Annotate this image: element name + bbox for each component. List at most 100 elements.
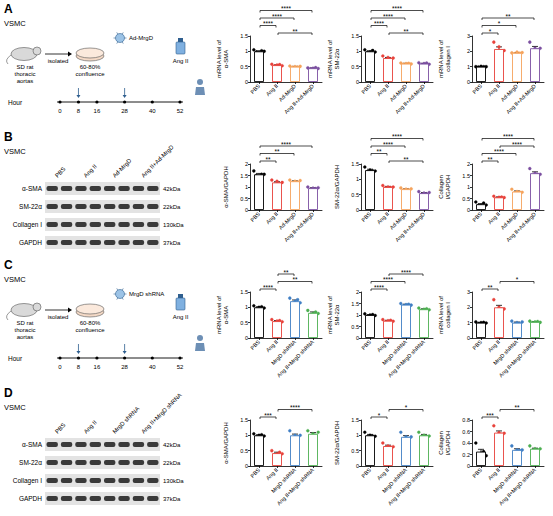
svg-text:**: ** — [292, 28, 298, 35]
svg-text:****: **** — [383, 141, 394, 148]
svg-text:**: ** — [292, 276, 298, 283]
svg-text:PBS: PBS — [249, 467, 261, 479]
svg-text:***: *** — [264, 412, 272, 419]
svg-text:SD rat: SD rat — [16, 64, 33, 70]
svg-text:0.5: 0.5 — [462, 196, 470, 202]
svg-text:0.8: 0.8 — [462, 417, 470, 423]
svg-text:130kDa: 130kDa — [163, 222, 184, 228]
svg-text:52: 52 — [177, 364, 184, 370]
svg-text:****: **** — [383, 276, 394, 283]
svg-text:mRNA level of: mRNA level of — [327, 296, 333, 334]
svg-text:*: * — [378, 412, 381, 419]
svg-text:Ang II: Ang II — [376, 339, 391, 354]
svg-text:16: 16 — [94, 364, 101, 370]
svg-text:PBS: PBS — [249, 211, 261, 223]
svg-text:3: 3 — [467, 289, 470, 295]
svg-text:aortas: aortas — [17, 334, 34, 340]
svg-text:1.5: 1.5 — [240, 33, 248, 39]
svg-text:**: ** — [274, 148, 280, 155]
svg-text:Ang II+Ad-MrgD: Ang II+Ad-MrgD — [283, 83, 315, 115]
svg-text:0: 0 — [467, 207, 470, 213]
svg-text:Ang II+MrgD shRNA: Ang II+MrgD shRNA — [276, 339, 316, 379]
svg-text:α-SMA: α-SMA — [223, 306, 229, 324]
svg-text:PBS: PBS — [249, 83, 261, 95]
svg-text:1: 1 — [245, 432, 248, 438]
svg-text:0.5: 0.5 — [240, 320, 248, 326]
svg-text:D: D — [4, 386, 13, 400]
svg-text:Hour: Hour — [8, 355, 23, 362]
svg-text:60-80%: 60-80% — [80, 64, 101, 70]
svg-text:42kDa: 42kDa — [163, 442, 181, 448]
svg-text:****: **** — [281, 5, 292, 12]
svg-text:α-SMA: α-SMA — [22, 441, 43, 448]
svg-text:MrgD shRNA: MrgD shRNA — [129, 291, 164, 297]
svg-text:0: 0 — [245, 463, 248, 469]
svg-text:PBS: PBS — [54, 166, 67, 179]
svg-text:8: 8 — [77, 364, 81, 370]
svg-text:1: 1 — [356, 48, 359, 54]
svg-text:**: ** — [403, 28, 409, 35]
svg-text:B: B — [4, 130, 13, 144]
svg-text:**: ** — [403, 156, 409, 163]
svg-text:Ang II: Ang II — [265, 83, 280, 98]
svg-text:1.5: 1.5 — [240, 289, 248, 295]
svg-text:**: ** — [514, 404, 520, 411]
svg-text:SD rat: SD rat — [16, 320, 33, 326]
svg-text:Ang II: Ang II — [83, 419, 99, 435]
svg-text:Ang II+Ad-MrgD: Ang II+Ad-MrgD — [505, 211, 537, 243]
svg-text:α-SMA/GAPDH: α-SMA/GAPDH — [223, 166, 229, 207]
svg-text:SM-22α: SM-22α — [334, 304, 340, 326]
svg-text:**: ** — [487, 156, 493, 163]
svg-text:42kDa: 42kDa — [163, 186, 181, 192]
svg-text:Collagen: Collagen — [438, 431, 444, 455]
svg-text:*: * — [498, 20, 501, 27]
svg-text:2: 2 — [356, 289, 359, 295]
svg-text:1.5: 1.5 — [351, 161, 359, 167]
svg-text:1.5: 1.5 — [240, 417, 248, 423]
svg-text:2: 2 — [467, 304, 470, 310]
svg-text:**: ** — [376, 148, 382, 155]
svg-text:confluence: confluence — [75, 71, 105, 77]
svg-text:Collagen I: Collagen I — [13, 221, 42, 229]
svg-text:1: 1 — [467, 64, 470, 70]
svg-text:****: **** — [374, 284, 385, 291]
svg-text:37kDa: 37kDa — [163, 240, 181, 246]
svg-text:1.5: 1.5 — [351, 417, 359, 423]
svg-text:0: 0 — [467, 463, 470, 469]
svg-text:C: C — [4, 258, 13, 272]
svg-text:0.5: 0.5 — [351, 64, 359, 70]
svg-text:2: 2 — [467, 161, 470, 167]
svg-text:mRNA level of: mRNA level of — [216, 40, 222, 78]
svg-text:****: **** — [383, 13, 394, 20]
svg-text:28: 28 — [121, 108, 128, 114]
svg-text:1: 1 — [245, 184, 248, 190]
svg-text:isolated: isolated — [48, 314, 69, 320]
svg-text:****: **** — [401, 269, 412, 276]
svg-text:VSMC: VSMC — [4, 403, 26, 412]
svg-text:Collagen: Collagen — [438, 175, 444, 199]
svg-text:****: **** — [512, 141, 523, 148]
svg-text:I/GAPDH: I/GAPDH — [445, 175, 451, 200]
svg-text:0: 0 — [356, 79, 359, 85]
svg-text:PBS: PBS — [249, 339, 261, 351]
svg-text:2: 2 — [245, 161, 248, 167]
svg-text:1: 1 — [467, 320, 470, 326]
svg-text:Ad-MrgD: Ad-MrgD — [111, 157, 133, 179]
svg-text:Ang II: Ang II — [487, 211, 502, 226]
svg-text:0.5: 0.5 — [351, 448, 359, 454]
svg-text:37kDa: 37kDa — [163, 496, 181, 502]
svg-text:*: * — [405, 404, 408, 411]
svg-text:SM-22α/GAPDH: SM-22α/GAPDH — [334, 421, 340, 465]
svg-text:SM-22α: SM-22α — [19, 203, 42, 210]
svg-text:40: 40 — [149, 108, 156, 114]
svg-text:0: 0 — [245, 207, 248, 213]
svg-text:0.2: 0.2 — [462, 452, 470, 458]
svg-text:**: ** — [505, 13, 511, 20]
svg-text:PBS: PBS — [360, 339, 372, 351]
svg-text:0.6: 0.6 — [462, 429, 470, 435]
svg-text:0.5: 0.5 — [240, 448, 248, 454]
svg-text:PBS: PBS — [471, 83, 483, 95]
svg-text:*: * — [516, 276, 519, 283]
svg-text:3: 3 — [467, 33, 470, 39]
svg-text:0: 0 — [356, 335, 359, 341]
